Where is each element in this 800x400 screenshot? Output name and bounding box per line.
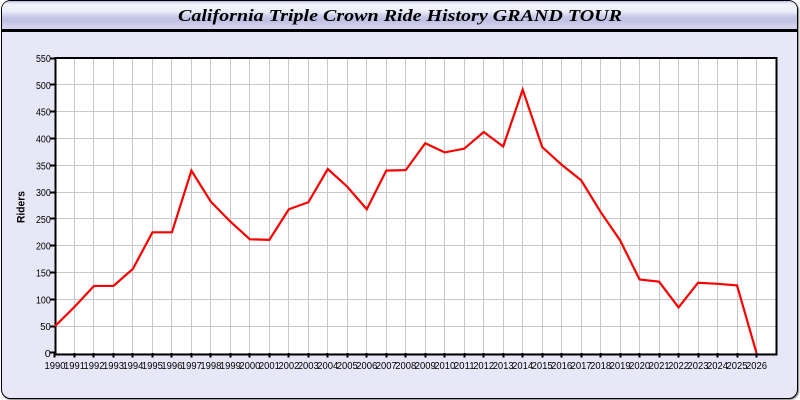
svg-text:350: 350 [36,161,51,172]
svg-text:2006: 2006 [356,361,377,372]
svg-text:2005: 2005 [337,361,358,372]
svg-text:2021: 2021 [649,361,670,372]
svg-text:2026: 2026 [746,361,767,372]
svg-text:2014: 2014 [512,361,533,372]
svg-text:1991: 1991 [64,361,85,372]
svg-text:450: 450 [36,108,51,119]
svg-text:California Triple Crown Ride H: California Triple Crown Ride History GRA… [178,6,622,25]
svg-text:400: 400 [36,134,51,145]
svg-text:2008: 2008 [395,361,416,372]
svg-text:2022: 2022 [668,361,689,372]
svg-text:300: 300 [36,188,51,199]
svg-text:100: 100 [36,295,51,306]
svg-text:2018: 2018 [590,361,611,372]
svg-text:2019: 2019 [610,361,631,372]
svg-text:550: 550 [36,54,51,65]
svg-text:2001: 2001 [259,361,280,372]
svg-text:150: 150 [36,269,51,280]
svg-text:250: 250 [36,215,51,226]
svg-text:2010: 2010 [434,361,455,372]
svg-text:1999: 1999 [220,361,241,372]
svg-text:1990: 1990 [45,361,66,372]
svg-text:2023: 2023 [688,361,709,372]
svg-text:2024: 2024 [707,361,728,372]
svg-text:1995: 1995 [142,361,163,372]
svg-text:2000: 2000 [239,361,260,372]
svg-text:Riders: Riders [16,191,28,223]
svg-text:1994: 1994 [122,361,143,372]
svg-text:50: 50 [40,322,51,333]
svg-text:1996: 1996 [161,361,182,372]
svg-text:1998: 1998 [200,361,221,372]
svg-text:2007: 2007 [376,361,397,372]
svg-text:2003: 2003 [298,361,319,372]
svg-text:2009: 2009 [415,361,436,372]
svg-text:2025: 2025 [727,361,748,372]
svg-text:200: 200 [36,242,51,253]
svg-text:2004: 2004 [317,361,338,372]
svg-text:2016: 2016 [551,361,572,372]
svg-text:1992: 1992 [83,361,104,372]
svg-text:2002: 2002 [278,361,299,372]
svg-text:1993: 1993 [103,361,124,372]
svg-text:2013: 2013 [493,361,514,372]
svg-text:0: 0 [45,349,51,360]
svg-text:2015: 2015 [532,361,553,372]
svg-text:1997: 1997 [181,361,202,372]
svg-text:2020: 2020 [629,361,650,372]
svg-text:500: 500 [36,81,51,92]
svg-text:2011: 2011 [454,361,475,372]
svg-text:2012: 2012 [473,361,494,372]
svg-text:2017: 2017 [571,361,592,372]
